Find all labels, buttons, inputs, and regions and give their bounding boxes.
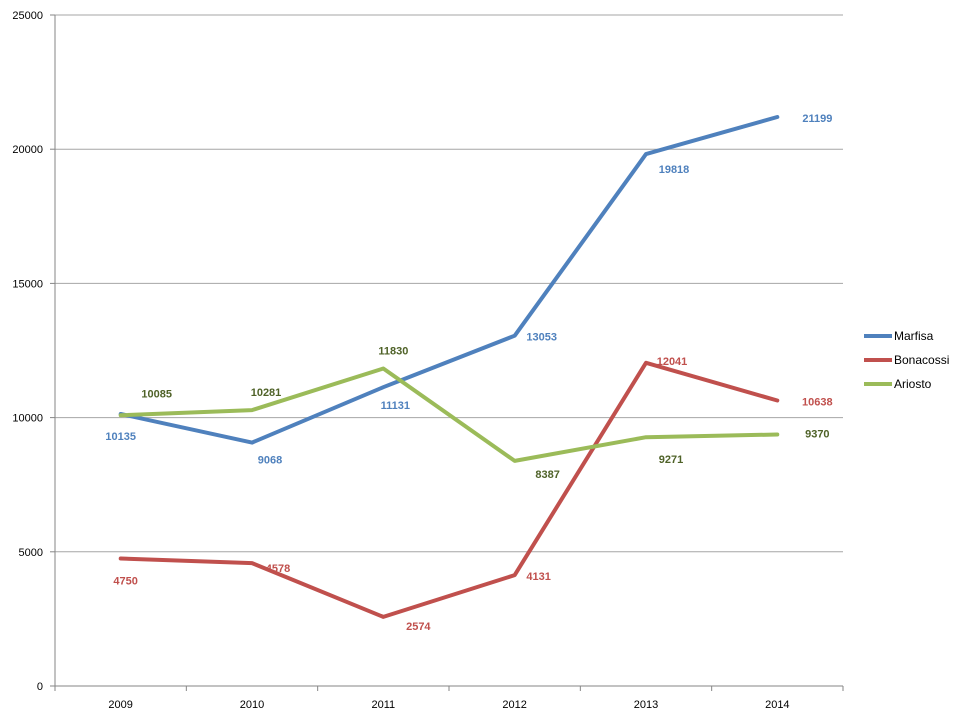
x-tick-label: 2009 bbox=[108, 699, 132, 711]
x-axis-ticks: 2009 2010 2011 2012 2013 2014 bbox=[54, 686, 844, 711]
data-label: 4750 bbox=[113, 576, 137, 588]
y-tick-label: 5000 bbox=[19, 547, 43, 559]
series-lines bbox=[118, 115, 780, 619]
axes bbox=[54, 15, 843, 687]
data-label: 4131 bbox=[526, 571, 550, 583]
y-tick-label: 10000 bbox=[12, 413, 43, 425]
data-label: 9068 bbox=[258, 455, 282, 467]
x-tick-label: 2010 bbox=[240, 699, 264, 711]
data-label: 11131 bbox=[381, 400, 410, 412]
data-label: 13053 bbox=[526, 332, 557, 344]
data-label: 12041 bbox=[657, 356, 688, 368]
x-tick-label: 2014 bbox=[765, 699, 789, 711]
series-line-bonacossi bbox=[118, 360, 780, 619]
legend-label: Ariosto bbox=[894, 377, 932, 391]
data-label: 10085 bbox=[141, 388, 172, 400]
y-axis-ticks: 0 5000 10000 15000 20000 25000 bbox=[12, 10, 55, 693]
data-labels: 10135 9068 11131 13053 19818 21199 4750 4578 257… bbox=[105, 113, 832, 633]
data-label: 10638 bbox=[802, 396, 833, 408]
y-tick-label: 20000 bbox=[12, 144, 43, 156]
data-label: 19818 bbox=[659, 164, 690, 176]
y-tick-label: 0 bbox=[37, 681, 43, 693]
series-line-marfisa bbox=[118, 115, 780, 445]
series-line-ariosto bbox=[118, 366, 780, 463]
data-label: 11830 bbox=[378, 345, 408, 357]
data-label: 9271 bbox=[659, 454, 683, 466]
y-tick-label: 15000 bbox=[12, 278, 43, 290]
legend-label: Bonacossi bbox=[894, 353, 949, 367]
data-label: 21199 bbox=[802, 113, 832, 125]
y-tick-label: 25000 bbox=[12, 10, 43, 22]
legend-label: Marfisa bbox=[894, 329, 934, 343]
data-label: 10135 bbox=[105, 431, 136, 443]
x-tick-label: 2012 bbox=[502, 699, 526, 711]
x-tick-label: 2011 bbox=[372, 699, 396, 711]
data-label: 8387 bbox=[535, 469, 559, 481]
legend: Marfisa Bonacossi Ariosto bbox=[864, 329, 949, 391]
data-label: 9370 bbox=[805, 429, 829, 441]
x-tick-label: 2013 bbox=[634, 699, 658, 711]
data-label: 10281 bbox=[251, 387, 282, 399]
data-label: 2574 bbox=[406, 621, 431, 633]
data-label: 4578 bbox=[266, 563, 290, 575]
gridlines bbox=[55, 14, 843, 553]
